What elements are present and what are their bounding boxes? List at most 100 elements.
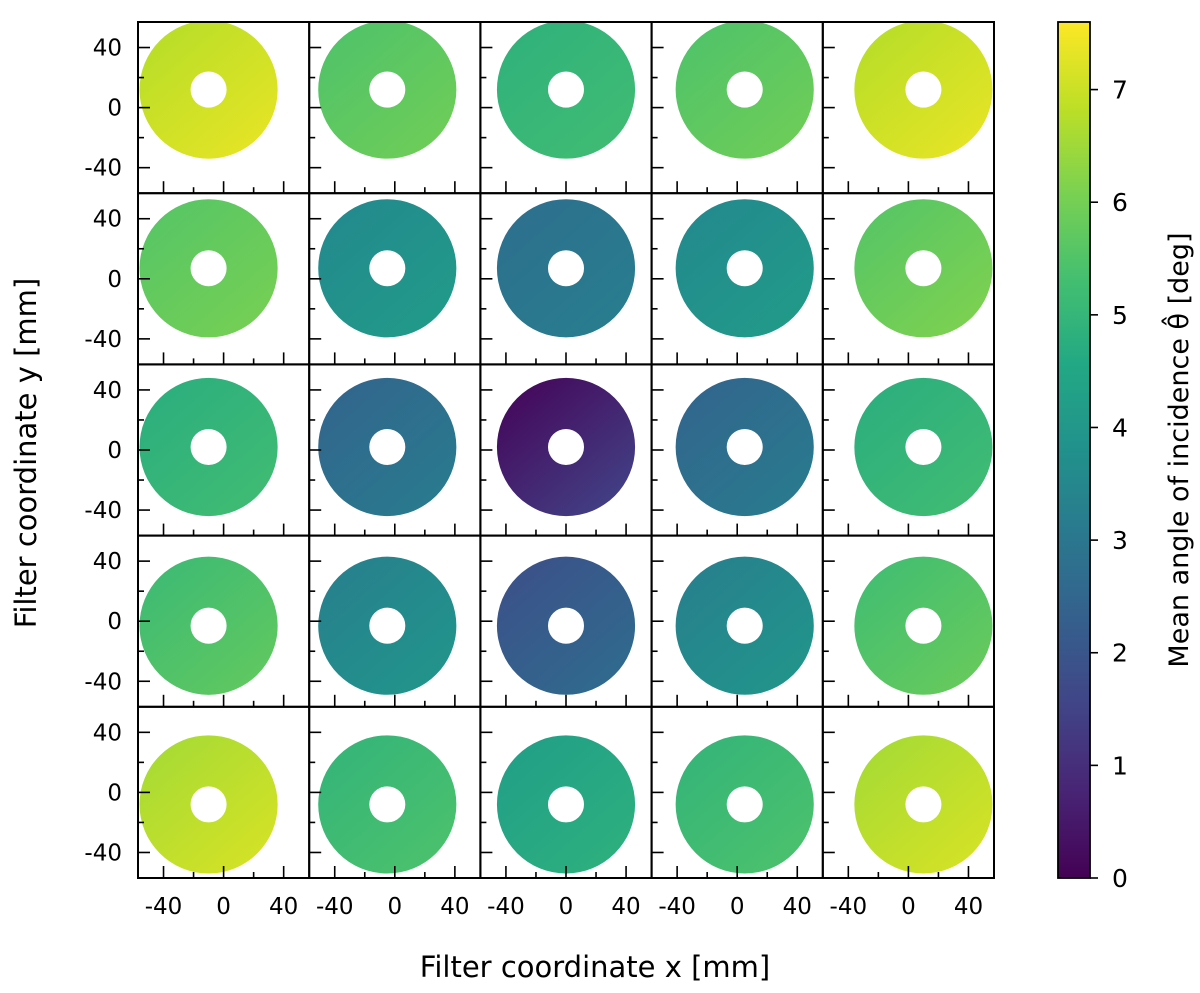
filter-annulus [854,735,993,874]
y-tick-label: 40 [93,207,122,233]
y-tick-label: 40 [93,549,122,575]
colorbar-tick-label: 1 [1112,751,1128,780]
panel-r5c4: -40 0 40 [650,705,824,920]
x-tick-label: -40 [658,894,696,920]
panel-r4c2 [308,534,482,708]
y-tick-label: -40 [84,327,122,353]
panel-ticks [651,731,799,878]
panel-ticks [138,560,285,707]
y-tick-label: 0 [107,609,122,635]
x-tick-label: 0 [216,894,231,920]
y-tick-label: -40 [84,498,122,524]
panel-grid: 40 0 -40 40 0 -40 40 0 -40 40 0 -40 40 0 -40 -40 0 40 -40 0… [84,21,995,920]
filter-annulus [139,377,278,517]
panel-ticks [822,217,970,365]
filter-annulus [139,199,278,338]
panel-r2c3 [479,192,653,366]
x-tick-label: -40 [145,894,183,920]
colorbar: 0 1 2 3 4 5 6 7 Mean angle of incidence θ̂ [deg… [1057,21,1195,893]
panel-r4c5 [821,534,995,708]
colorbar-tick-label: 0 [1112,864,1128,893]
x-tick-label: 0 [559,894,574,920]
x-tick-label: 0 [730,894,745,920]
colorbar-tick-label: 6 [1112,188,1128,217]
x-tick-label: 40 [611,894,640,920]
y-tick-label: 40 [93,36,122,62]
x-tick-label: 40 [783,894,812,920]
panel-r1c4 [650,21,824,195]
x-axis-label: Filter coordinate x [mm] [420,950,770,984]
filter-annulus [854,199,993,338]
y-tick-label: -40 [84,156,122,182]
filter-annulus [496,735,636,874]
panel-ticks [822,731,970,878]
panel-ticks [480,217,627,365]
y-tick-label: 40 [93,720,122,746]
filter-annulus [318,735,457,874]
filter-annulus [318,199,457,338]
filter-annulus [496,556,636,695]
panel-r5c2: -40 0 40 [308,705,482,920]
y-tick-label: 40 [93,378,122,404]
filter-annulus [675,22,814,159]
panel-r3c1: 40 0 -40 [84,363,311,537]
panel-ticks [651,217,799,365]
panel-r2c2 [308,192,482,366]
filter-annulus [139,735,278,874]
filter-annulus [496,377,636,517]
filter-annulus [496,199,636,338]
y-tick-label: 0 [107,438,122,464]
panel-r5c5: -40 0 40 [821,705,995,920]
x-tick-label: 40 [440,894,469,920]
colorbar-tick-label: 4 [1112,413,1128,442]
axes-labels: Filter coordinate x [mm] Filter coordina… [9,278,770,984]
panel-ticks [480,731,627,878]
filter-annulus [139,556,278,695]
y-tick-label: 0 [107,780,122,806]
panel-r4c1: 40 0 -40 [84,534,311,708]
filter-annulus [318,556,457,695]
y-axis-label: Filter coordinate y [mm] [9,278,43,628]
colorbar-label: Mean angle of incidence θ̂ [deg] [1161,232,1195,667]
x-tick-label: 0 [387,894,402,920]
filter-annulus [675,735,814,874]
panel-ticks [651,46,799,194]
panel-r1c3 [479,21,653,195]
x-tick-label: -40 [316,894,354,920]
panel-r4c3 [479,534,653,708]
x-tick-label: 40 [269,894,298,920]
panel-r3c3 [479,363,653,537]
panel-r3c4 [650,363,824,537]
y-tick-label: -40 [84,840,122,866]
panel-r1c2 [308,21,482,195]
colorbar-tick-label: 3 [1112,526,1128,555]
filter-annulus [675,199,814,338]
panel-ticks [138,731,285,878]
filter-annulus [496,22,636,159]
filter-annulus [318,22,457,159]
panel-r1c5 [821,21,995,195]
filter-annulus [854,556,993,695]
colorbar-tick-label: 7 [1112,76,1128,105]
panel-r3c2 [308,363,482,537]
panel-r1c1: 40 0 -40 [84,21,311,195]
x-tick-label: -40 [830,894,868,920]
colorbar-tick-label: 5 [1112,301,1128,330]
panel-frame [821,705,995,879]
y-tick-label: 0 [107,96,122,122]
filter-annulus [854,22,993,159]
x-tick-label: 0 [901,894,916,920]
panel-r2c1: 40 0 -40 [84,192,311,366]
filter-annulus [675,556,814,695]
filter-annulus [139,22,278,159]
filter-annulus [318,377,457,517]
panel-ticks [822,560,970,707]
y-tick-label: 0 [107,267,122,293]
panel-ticks [309,731,456,878]
filter-annulus [675,377,814,517]
colorbar-tick-label: 2 [1112,639,1128,668]
panel-r3c5 [821,363,995,537]
panel-r5c1: 40 0 -40 -40 0 40 [84,705,311,920]
panel-r2c5 [821,192,995,366]
y-tick-label: -40 [84,669,122,695]
